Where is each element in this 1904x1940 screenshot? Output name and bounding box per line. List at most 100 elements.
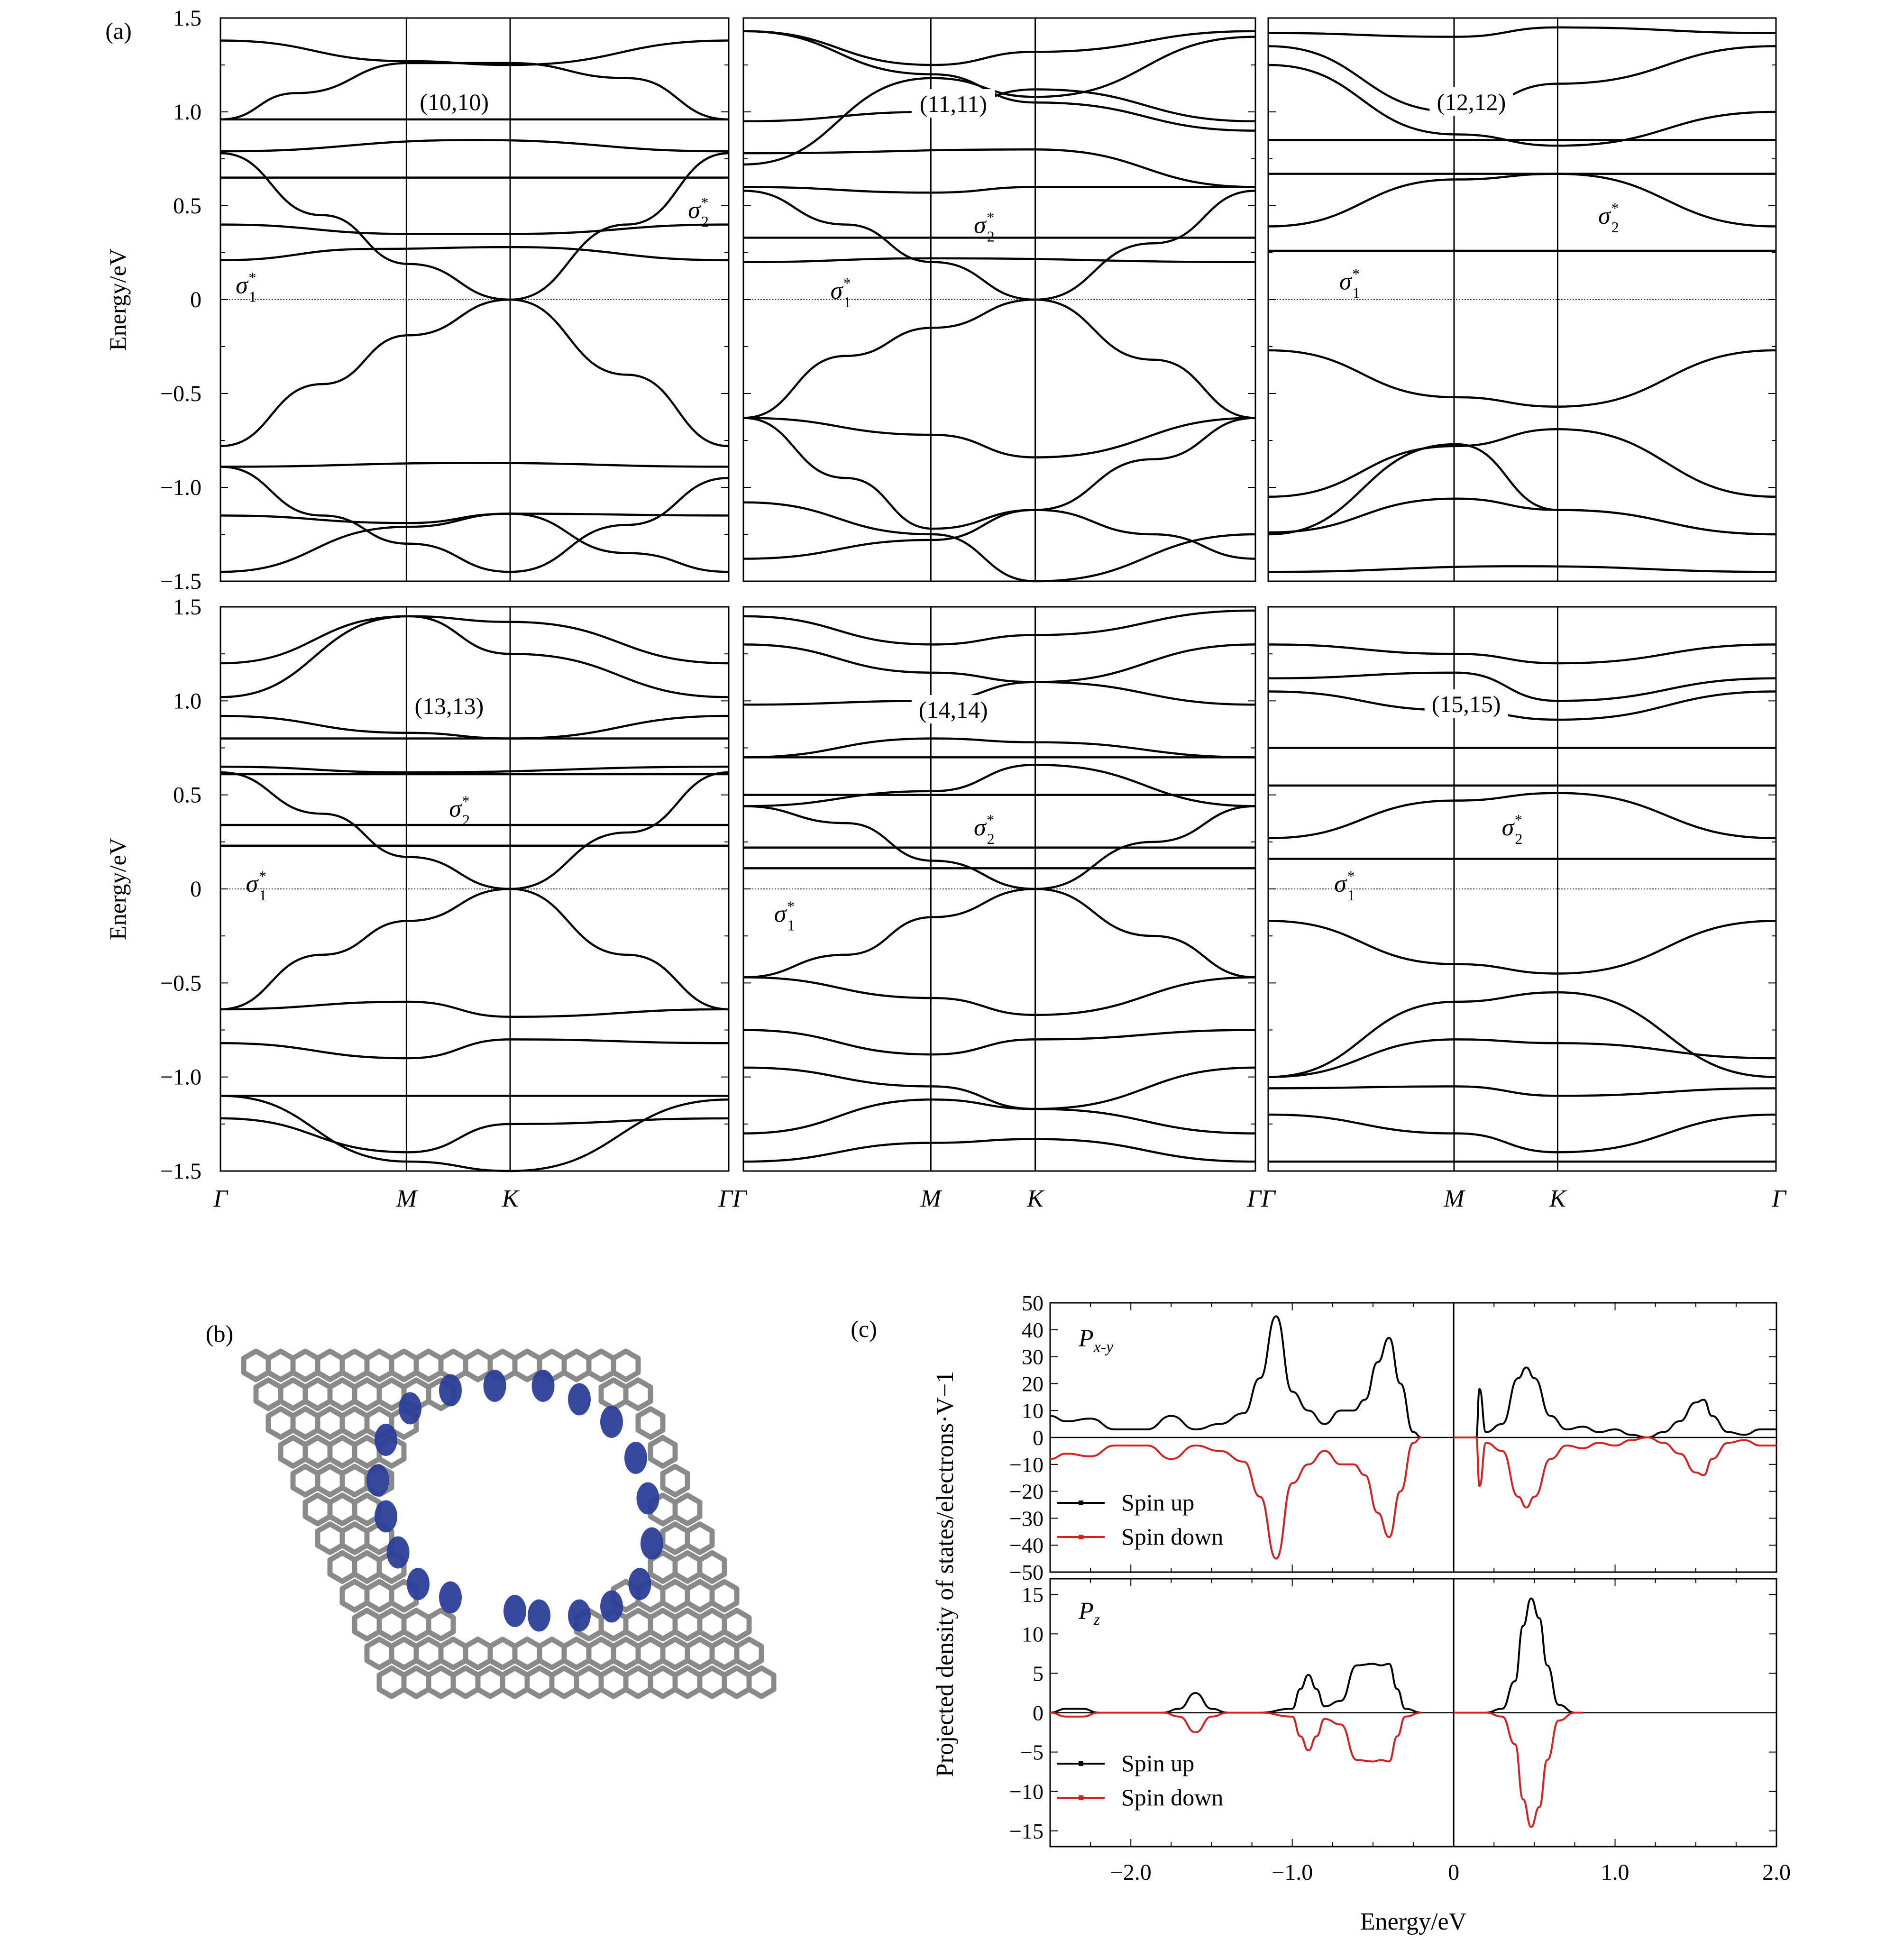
carbon-ring bbox=[598, 1665, 629, 1699]
carbon-ring bbox=[278, 1377, 308, 1411]
bands bbox=[220, 39, 729, 573]
legend-marker bbox=[1079, 1501, 1083, 1505]
band-line bbox=[743, 976, 1256, 1016]
carbon-ring bbox=[401, 1665, 431, 1699]
band-line bbox=[1268, 792, 1776, 840]
carbon-ring bbox=[278, 1435, 308, 1469]
orbital-lobe bbox=[375, 1500, 397, 1533]
legend-marker bbox=[1079, 1761, 1083, 1766]
x-tick-label: 0 bbox=[1448, 1860, 1459, 1885]
carbon-ring bbox=[364, 1579, 394, 1613]
carbon-ring bbox=[426, 1608, 456, 1642]
k-point-label: M bbox=[920, 1185, 943, 1212]
carbon-ring bbox=[660, 1464, 690, 1498]
carbon-ring bbox=[697, 1550, 727, 1584]
band-line bbox=[220, 714, 729, 740]
carbon-ring bbox=[648, 1435, 678, 1469]
carbon-ring bbox=[315, 1521, 345, 1555]
sigma1-label: σ* 1 bbox=[1339, 265, 1360, 301]
y-tick-label: −40 bbox=[1009, 1533, 1044, 1557]
legend-marker bbox=[1079, 1795, 1083, 1800]
k-point-label: K bbox=[502, 1185, 520, 1212]
y-axis-label: Energy/eV bbox=[104, 838, 131, 940]
band-line bbox=[1268, 64, 1776, 147]
y-tick-label: 0 bbox=[1033, 1701, 1044, 1725]
orbital-lobe bbox=[636, 1482, 659, 1515]
sigma2-label: σ* 2 bbox=[974, 209, 995, 245]
carbon-ring bbox=[709, 1579, 740, 1613]
y-tick-label: −1.5 bbox=[160, 569, 201, 594]
y-tick-label: 1.0 bbox=[173, 100, 201, 125]
carbon-ring bbox=[635, 1637, 666, 1670]
sigma2-label: σ* 2 bbox=[1598, 200, 1619, 236]
orbital-lobe bbox=[628, 1568, 651, 1600]
pdos-series bbox=[1050, 1437, 1422, 1560]
carbon-ring bbox=[586, 1637, 616, 1670]
y-tick-label: −30 bbox=[1009, 1506, 1044, 1530]
carbon-ring bbox=[648, 1608, 678, 1642]
carbon-ring bbox=[339, 1348, 370, 1382]
bands bbox=[743, 609, 1256, 1163]
band-line bbox=[220, 771, 729, 890]
band-line bbox=[743, 257, 1256, 264]
band-line bbox=[220, 62, 729, 121]
orbital-lobe bbox=[528, 1599, 550, 1632]
pdos-series bbox=[1050, 1711, 1422, 1763]
carbon-ring bbox=[660, 1579, 690, 1613]
y-tick-label: −1.0 bbox=[160, 475, 201, 500]
carbon-ring bbox=[623, 1608, 653, 1642]
y-tick-label: −0.5 bbox=[160, 970, 201, 996]
carbon-ring bbox=[697, 1665, 727, 1699]
carbon-ring bbox=[685, 1521, 715, 1555]
band-line bbox=[220, 512, 729, 524]
carbon-ring bbox=[290, 1348, 320, 1382]
carbon-ring bbox=[709, 1637, 740, 1670]
carbon-ring bbox=[339, 1464, 370, 1498]
orbital-lobe bbox=[399, 1392, 421, 1425]
chirality-label: (13,13) bbox=[414, 693, 484, 719]
carbon-ring bbox=[598, 1377, 629, 1411]
carbon-ring bbox=[672, 1550, 703, 1584]
orbital-lobe bbox=[503, 1595, 526, 1627]
sigma1-label: σ* 1 bbox=[831, 275, 851, 311]
chirality-label: (14,14) bbox=[919, 696, 988, 723]
carbon-ring bbox=[561, 1637, 592, 1670]
band-line bbox=[743, 509, 1256, 560]
carbon-ring bbox=[561, 1348, 592, 1382]
carbon-ring bbox=[265, 1406, 296, 1440]
band-line bbox=[1268, 26, 1776, 38]
band-line bbox=[743, 501, 1256, 583]
pdos-series bbox=[1454, 1436, 1776, 1509]
carbon-ring bbox=[722, 1608, 752, 1642]
carbon-ring bbox=[364, 1521, 394, 1555]
band-line bbox=[743, 1029, 1256, 1056]
orbital-lobe bbox=[407, 1568, 430, 1600]
band-line bbox=[220, 1038, 729, 1060]
carbon-ring bbox=[623, 1665, 653, 1699]
band-line bbox=[220, 246, 729, 262]
x-tick-label: −2.0 bbox=[1110, 1860, 1152, 1885]
carbon-ring bbox=[265, 1348, 296, 1382]
orbital-lobe bbox=[439, 1374, 462, 1407]
band-line bbox=[743, 417, 1256, 458]
k-point-label: M bbox=[1443, 1185, 1465, 1212]
band-subplot-1: (11,11) σ* 1 σ* 2 bbox=[742, 17, 1256, 583]
carbon-ring bbox=[253, 1377, 284, 1411]
orbital-lobe bbox=[624, 1442, 647, 1474]
orbital-title: Px-y bbox=[1078, 1325, 1114, 1356]
chirality-label: (11,11) bbox=[920, 91, 987, 117]
band-line bbox=[220, 139, 729, 153]
band-line bbox=[1268, 920, 1776, 975]
pdos-series bbox=[1050, 1315, 1422, 1438]
orbital-lobe bbox=[375, 1424, 397, 1456]
band-line bbox=[743, 1098, 1256, 1135]
y-tick-label: 40 bbox=[1022, 1318, 1044, 1342]
label-bg bbox=[412, 87, 496, 116]
bands bbox=[1268, 26, 1776, 573]
carbon-ring bbox=[315, 1464, 345, 1498]
carbon-ring bbox=[352, 1608, 382, 1642]
carbon-ring bbox=[734, 1637, 764, 1670]
band-line bbox=[220, 152, 729, 301]
